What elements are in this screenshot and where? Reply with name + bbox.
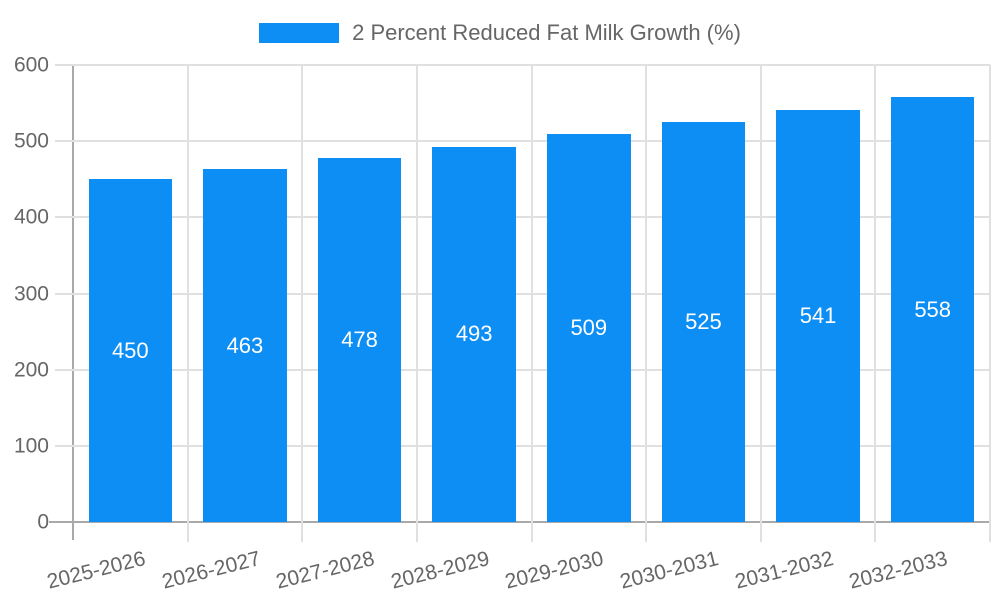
- y-tick-mark: [55, 140, 73, 143]
- x-tick-mark: [759, 522, 762, 542]
- y-tick-label: 400: [13, 205, 49, 229]
- bar-value-label: 525: [685, 309, 722, 335]
- bar[interactable]: 509: [547, 134, 631, 522]
- y-tick-mark: [55, 64, 73, 66]
- bar[interactable]: 525: [661, 122, 746, 522]
- bar[interactable]: 493: [432, 146, 516, 522]
- bar-value-label: 478: [341, 326, 378, 352]
- legend-swatch-icon: [259, 23, 340, 43]
- chart-legend[interactable]: 2 Percent Reduced Fat Milk Growth (%): [0, 20, 1000, 46]
- bar[interactable]: 541: [776, 109, 860, 522]
- x-tick-label: 2029-2030: [503, 547, 607, 594]
- x-gridline: [186, 65, 189, 522]
- bar[interactable]: 478: [317, 157, 402, 522]
- bar-value-label: 493: [455, 321, 493, 347]
- x-tick-label: 2030-2031: [617, 547, 721, 594]
- plot-area: 0 100 200 300 400 500 600 450 2025-2026 463 2026-2…: [14, 55, 991, 594]
- bar[interactable]: 463: [203, 169, 287, 522]
- x-tick-mark: [874, 522, 877, 542]
- x-tick-label: 2028-2029: [388, 547, 492, 594]
- x-tick-mark: [415, 522, 418, 542]
- y-tick-label: 100: [13, 434, 49, 458]
- x-gridline: [530, 65, 533, 522]
- x-tick-label: 2031-2032: [732, 547, 836, 594]
- bar-value-label: 509: [570, 315, 608, 341]
- x-tick-mark: [301, 522, 304, 542]
- y-tick-label: 500: [13, 129, 49, 153]
- bar-value-label: 541: [799, 302, 837, 328]
- bar-value-label: 450: [111, 337, 149, 363]
- y-axis-line: [72, 65, 74, 540]
- x-axis-line: [49, 521, 990, 523]
- y-tick-label: 300: [13, 282, 49, 305]
- y-tick-label: 600: [13, 53, 49, 77]
- y-tick-label: 0: [37, 510, 49, 534]
- x-tick-label: 2027-2028: [273, 547, 377, 594]
- y-tick-mark: [55, 292, 73, 295]
- x-gridline: [415, 65, 418, 522]
- x-tick-mark: [186, 522, 189, 542]
- x-tick-mark: [530, 522, 533, 542]
- bar[interactable]: 450: [88, 179, 173, 522]
- x-tick-label: 2026-2027: [159, 547, 263, 594]
- y-tick-mark: [55, 368, 73, 371]
- x-gridline: [645, 65, 648, 522]
- x-gridline: [874, 65, 877, 522]
- y-tick-label: 200: [13, 358, 49, 382]
- x-tick-label: 2032-2033: [846, 547, 951, 594]
- x-gridline: [989, 65, 991, 522]
- bar-value-label: 463: [226, 332, 264, 358]
- x-gridline: [301, 65, 304, 522]
- x-tick-mark: [645, 522, 648, 542]
- y-tick-mark: [55, 444, 73, 447]
- bar[interactable]: 558: [890, 97, 975, 522]
- x-tick-mark: [989, 522, 991, 542]
- bar-value-label: 558: [914, 296, 952, 322]
- legend-label: 2 Percent Reduced Fat Milk Growth (%): [352, 20, 741, 45]
- x-gridline: [759, 65, 762, 522]
- x-tick-label: 2025-2026: [44, 547, 148, 594]
- y-tick-mark: [55, 216, 73, 219]
